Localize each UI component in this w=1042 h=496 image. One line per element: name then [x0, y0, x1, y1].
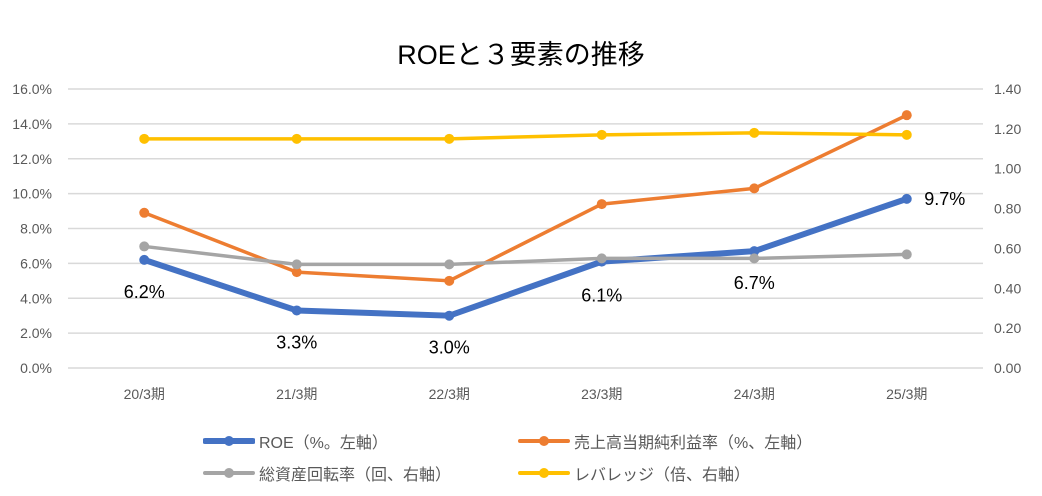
legend-item-asset-turnover: 総資産回転率（回、右軸） — [203, 461, 451, 485]
chart-title: ROEと３要素の推移 — [397, 40, 645, 70]
x-axis-tick: 20/3期 — [124, 386, 165, 402]
data-point — [749, 183, 760, 194]
legend-label: ROE（%。左軸） — [259, 435, 388, 452]
data-point — [749, 253, 760, 264]
series-line — [143, 196, 908, 319]
data-point — [139, 207, 150, 218]
data-point — [749, 127, 760, 138]
right-axis-tick: 1.40 — [994, 81, 1021, 97]
right-axis-tick: 0.20 — [994, 320, 1021, 336]
data-label: 9.7% — [924, 189, 965, 209]
data-label: 3.3% — [276, 332, 317, 352]
right-axis-tick: 1.00 — [994, 161, 1021, 177]
left-axis-tick: 16.0% — [12, 81, 52, 97]
data-label: 6.2% — [124, 282, 165, 302]
data-point — [596, 129, 607, 140]
data-point — [596, 253, 607, 264]
data-point — [901, 249, 912, 260]
x-axis-tick: 22/3期 — [429, 386, 470, 402]
data-point — [596, 199, 607, 210]
left-axis-tick: 12.0% — [12, 151, 52, 167]
right-axis-tick: 0.40 — [994, 280, 1021, 296]
data-point — [901, 110, 912, 121]
data-point — [901, 129, 912, 140]
left-axis-tick: 8.0% — [20, 221, 52, 237]
x-axis-tick: 23/3期 — [581, 386, 622, 402]
data-point — [444, 310, 455, 321]
data-point — [291, 133, 302, 144]
legend-item-roe: ROE（%。左軸） — [203, 429, 388, 453]
series-line — [144, 244, 907, 267]
data-label: 6.7% — [734, 273, 775, 293]
right-axis-tick: 1.20 — [994, 121, 1021, 137]
left-axis-tick: 0.0% — [20, 360, 52, 376]
right-axis-tick: 0.80 — [994, 201, 1021, 217]
data-point — [139, 133, 150, 144]
x-axis-tick: 24/3期 — [734, 386, 775, 402]
data-point — [901, 193, 912, 204]
left-axis-tick: 2.0% — [20, 325, 52, 341]
legend-label: レバレッジ（倍、右軸） — [574, 467, 751, 484]
legend-label: 総資産回転率（回、右軸） — [259, 467, 452, 484]
legend-item-net-margin: 売上高当期純利益率（%、左軸） — [518, 429, 812, 453]
data-point — [291, 305, 302, 316]
left-axis-tick: 14.0% — [12, 116, 52, 132]
left-axis-tick: 10.0% — [12, 186, 52, 202]
series-line — [144, 131, 907, 141]
data-point — [291, 259, 302, 270]
data-label: 6.1% — [581, 286, 622, 306]
data-point — [139, 254, 150, 265]
right-axis-tick: 0.60 — [994, 240, 1021, 256]
x-axis-tick: 21/3期 — [276, 386, 317, 402]
data-point — [444, 133, 455, 144]
data-point — [291, 267, 302, 278]
data-point — [444, 275, 455, 286]
legend-label: 売上高当期純利益率（%、左軸） — [574, 435, 813, 452]
left-axis-tick: 6.0% — [20, 255, 52, 271]
data-label: 3.0% — [429, 338, 470, 358]
data-point — [139, 241, 150, 252]
right-axis-tick: 0.00 — [994, 360, 1021, 376]
data-point — [444, 259, 455, 270]
x-axis-tick: 25/3期 — [886, 386, 927, 402]
data-point — [749, 246, 760, 257]
legend-item-leverage: レバレッジ（倍、右軸） — [518, 461, 750, 485]
left-axis-tick: 4.0% — [20, 290, 52, 306]
